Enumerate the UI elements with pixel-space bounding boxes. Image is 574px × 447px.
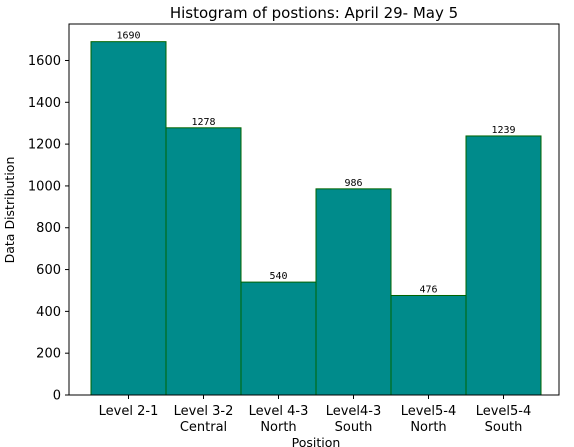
bar-5	[390, 294, 467, 396]
data-label-4: 986	[344, 178, 362, 189]
y-tick-label-6: 1000	[28, 179, 61, 194]
data-label-6: 1239	[491, 125, 515, 136]
x-tick-label-6: Level5-4 South	[476, 404, 532, 435]
x-tick-label-5: Level5-4 North	[401, 404, 457, 435]
y-axis-ticks: 0 200 400 600 800 1000 1200 1400 1600	[28, 54, 69, 404]
axes-frame	[68, 23, 560, 396]
y-tick-label-4: 600	[36, 263, 61, 278]
y-tick-label-9: 1600	[28, 54, 61, 69]
data-label-1: 1690	[116, 31, 140, 42]
y-tick-label-5: 800	[36, 221, 61, 236]
y-tick-label-7: 1200	[28, 138, 61, 153]
x-tick-label-1: Level 2-1	[99, 404, 159, 419]
data-label-5: 476	[419, 284, 437, 295]
bar-4	[315, 188, 392, 396]
x-tick-label-4: Level4-3 South	[326, 404, 382, 435]
chart-title: Histogram of postions: April 29- May 5	[170, 4, 458, 22]
y-tick-label-8: 1400	[28, 96, 61, 111]
data-label-2: 1278	[191, 117, 215, 128]
x-axis-label: Position	[292, 435, 341, 447]
x-axis-ticks: Level 2-1 Level 3-2 Central Level 4-3 North L…	[99, 395, 532, 435]
x-tick-label-2: Level 3-2 Central	[174, 404, 234, 435]
bar-6	[465, 135, 542, 396]
y-tick-label-2: 200	[36, 347, 61, 362]
bars-layer	[90, 41, 542, 396]
bar-2	[165, 127, 242, 396]
x-tick-label-3: Level 4-3 North	[249, 404, 309, 435]
y-tick-label-3: 400	[36, 305, 61, 320]
data-labels-layer: 1690 1278 540 986 476 1239	[116, 31, 515, 296]
y-axis-label: Data Distribution	[2, 157, 17, 264]
bar-3	[240, 281, 317, 396]
bar-1	[90, 41, 167, 396]
data-label-3: 540	[269, 271, 287, 282]
y-tick-label-1: 0	[53, 389, 61, 404]
